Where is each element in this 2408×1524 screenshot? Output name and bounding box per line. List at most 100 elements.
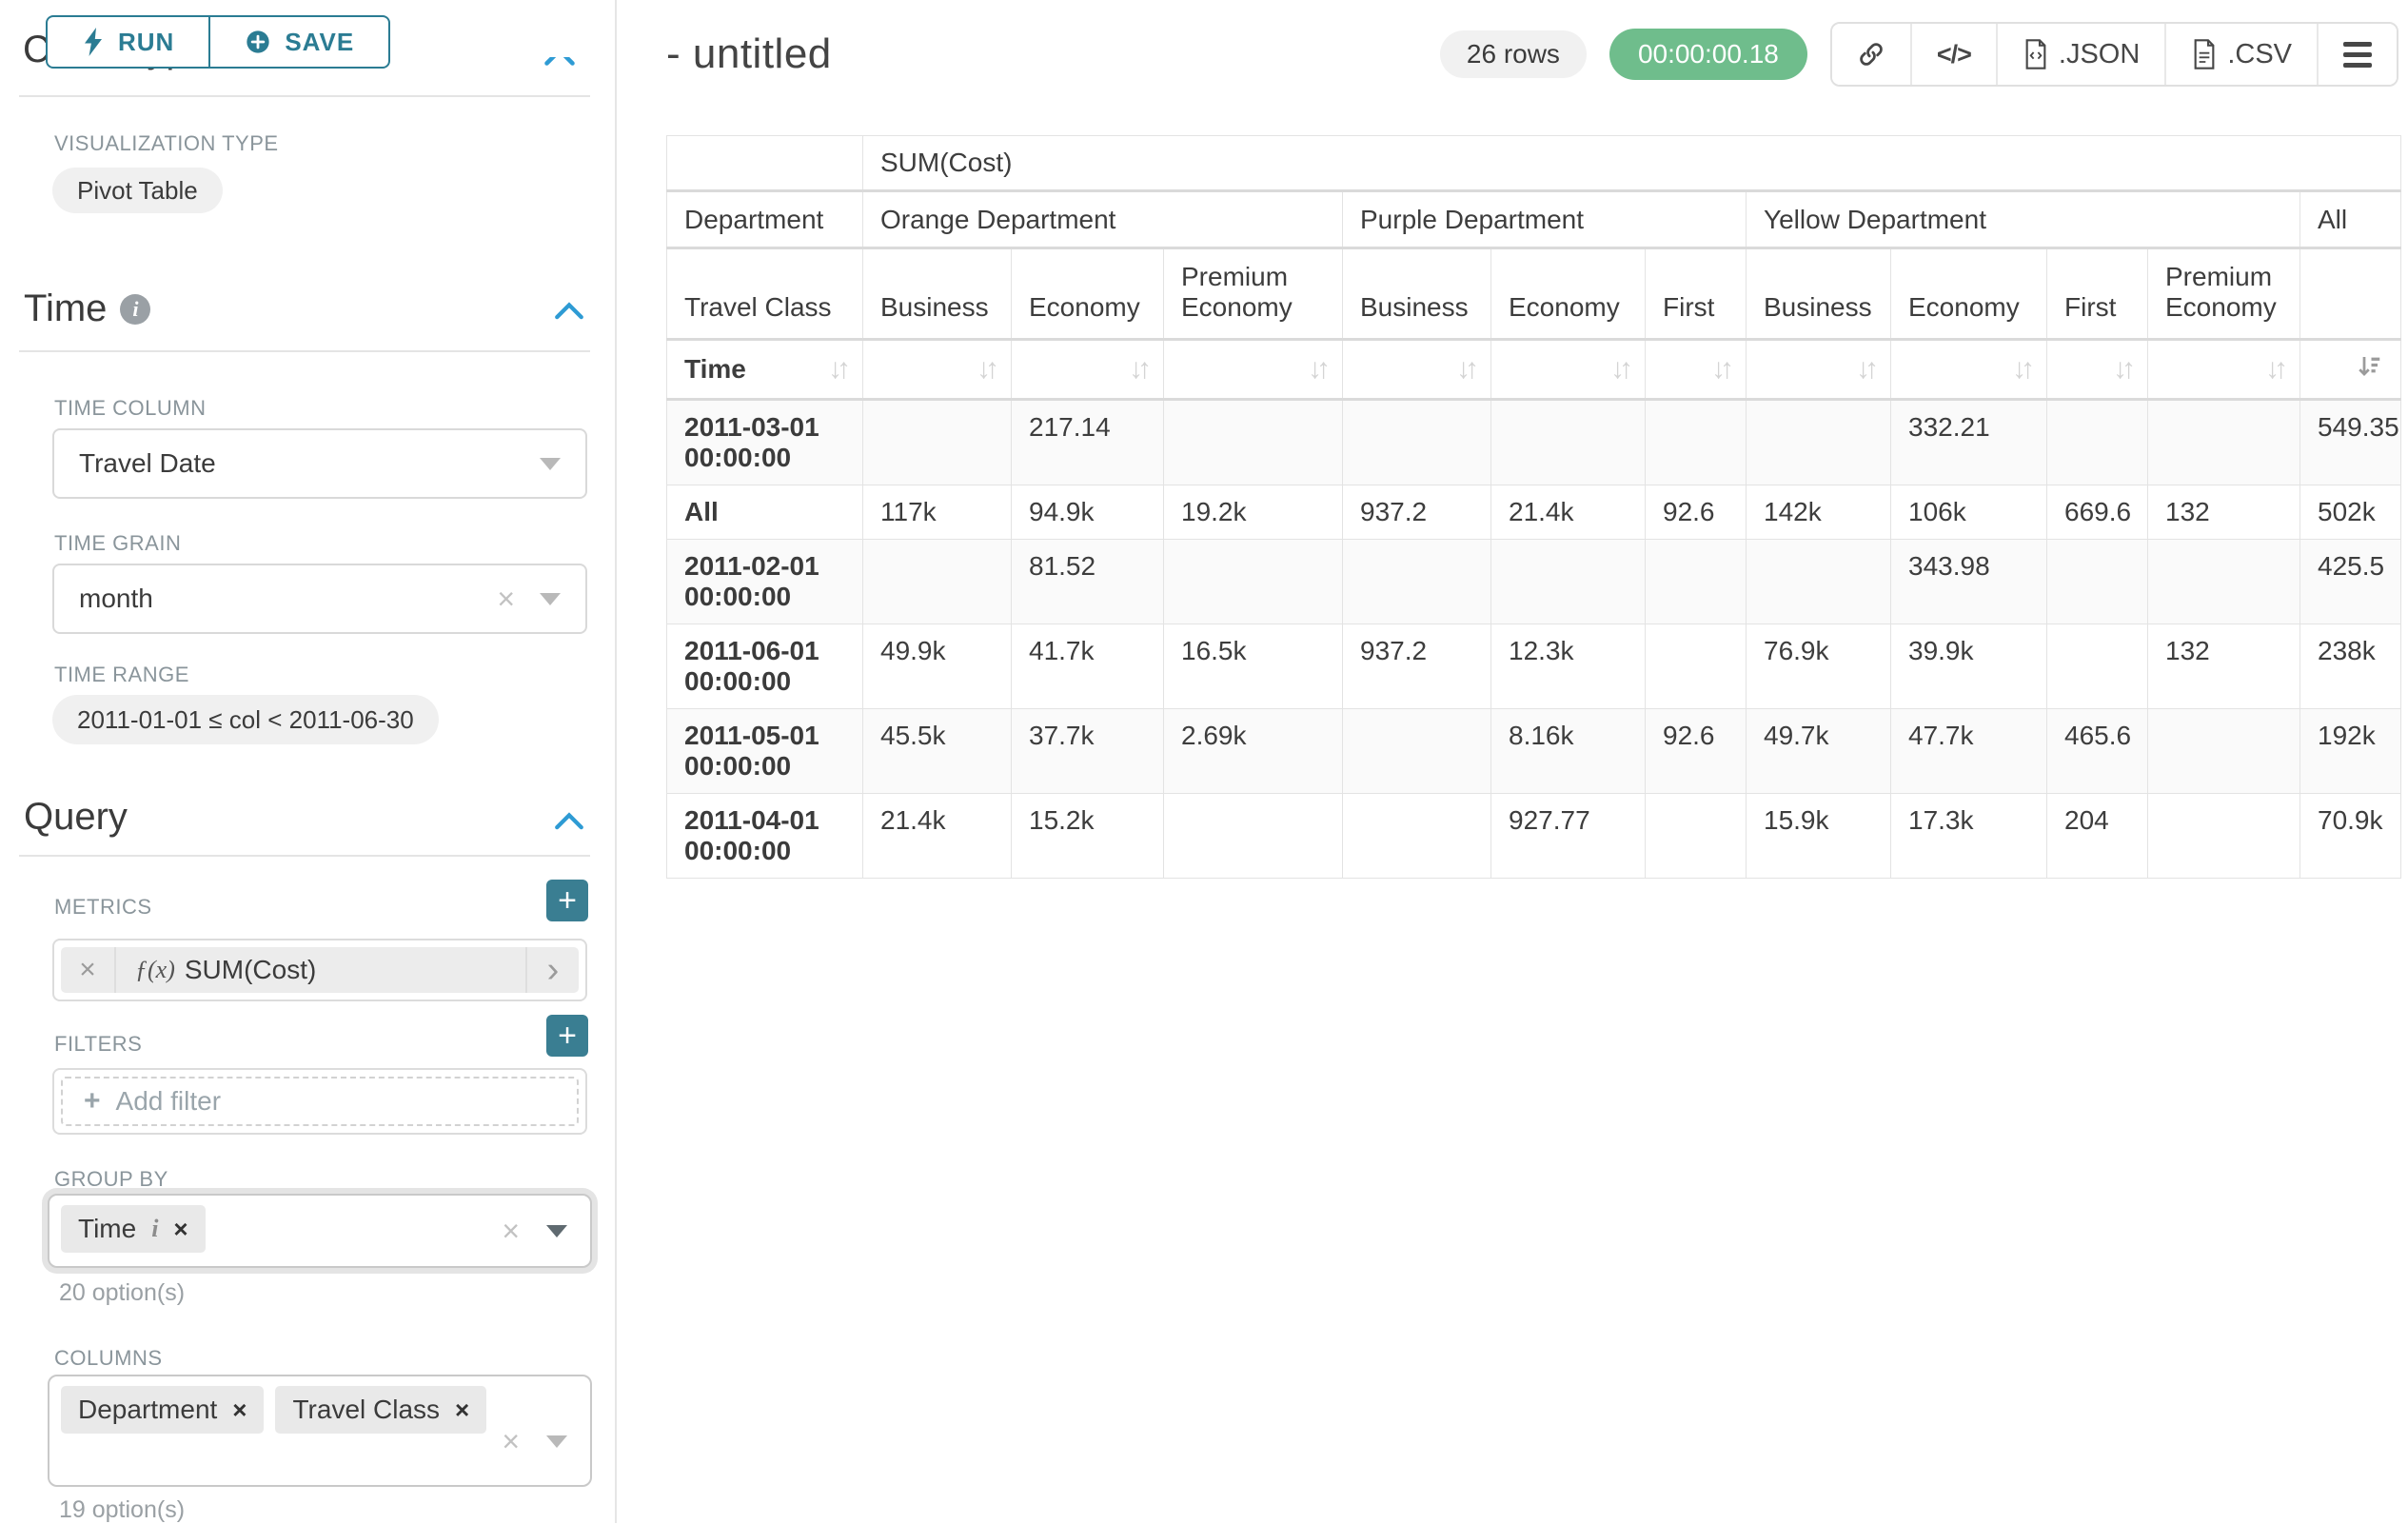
table-cell: 927.77 bbox=[1490, 793, 1646, 879]
add-metric-button[interactable]: + bbox=[546, 880, 588, 921]
table-cell: 937.2 bbox=[1342, 485, 1491, 540]
sort-icon[interactable]: ↓↑ bbox=[1856, 353, 1879, 385]
table-cell: 2.69k bbox=[1163, 708, 1343, 794]
row-label: 2011-02-01 00:00:00 bbox=[666, 539, 863, 624]
view-query-button[interactable]: </> bbox=[1909, 24, 1996, 85]
export-csv-button[interactable]: .CSV bbox=[2164, 24, 2317, 85]
add-filter-button[interactable]: + Add filter bbox=[61, 1077, 579, 1126]
table-cell: 465.6 bbox=[2046, 708, 2148, 794]
columns-label: COLUMNS bbox=[54, 1346, 163, 1370]
export-json-button[interactable]: .JSON bbox=[1995, 24, 2165, 85]
column-sort-header[interactable]: ↓↑ bbox=[1645, 339, 1747, 401]
travel-class-header: Business bbox=[862, 247, 1012, 341]
sort-icon[interactable]: ↓↑ bbox=[1711, 353, 1734, 385]
save-button[interactable]: SAVE bbox=[208, 15, 391, 69]
table-cell bbox=[1342, 708, 1491, 794]
column-sort-header[interactable] bbox=[2299, 339, 2402, 401]
sort-icon[interactable]: ↓↑ bbox=[1456, 353, 1479, 385]
chart-type-collapse-icon[interactable] bbox=[543, 57, 581, 71]
sort-icon[interactable]: ↓↑ bbox=[828, 353, 851, 385]
table-cell: 8.16k bbox=[1490, 708, 1646, 794]
table-cell: 37.7k bbox=[1011, 708, 1164, 794]
department-corner: Department bbox=[666, 190, 863, 249]
menu-button[interactable] bbox=[2317, 24, 2397, 85]
table-cell: 49.9k bbox=[862, 623, 1012, 709]
clear-icon[interactable]: × bbox=[502, 1424, 520, 1458]
travel-class-header: Business bbox=[1342, 247, 1491, 341]
table-cell bbox=[2147, 399, 2300, 485]
remove-tag-icon[interactable]: × bbox=[232, 1395, 247, 1424]
table-cell: 45.5k bbox=[862, 708, 1012, 794]
column-sort-header[interactable]: ↓↑ bbox=[1890, 339, 2047, 401]
share-link-button[interactable] bbox=[1831, 24, 1910, 85]
row-label: 2011-05-01 00:00:00 bbox=[666, 708, 863, 794]
chevron-down-icon bbox=[540, 457, 561, 470]
sort-icon[interactable]: ↓↑ bbox=[2113, 353, 2136, 385]
column-sort-header[interactable]: ↓↑ bbox=[1011, 339, 1164, 401]
query-collapse-icon[interactable] bbox=[550, 802, 588, 840]
clear-icon[interactable]: × bbox=[502, 1213, 520, 1248]
table-cell: 92.6 bbox=[1645, 485, 1747, 540]
table-cell: 81.52 bbox=[1011, 539, 1164, 624]
table-cell bbox=[1163, 793, 1343, 879]
add-filter-plus-button[interactable]: + bbox=[546, 1015, 588, 1057]
time-column-value: Travel Date bbox=[79, 448, 216, 478]
column-sort-header[interactable]: ↓↑ bbox=[1746, 339, 1891, 401]
column-sort-header[interactable]: ↓↑ bbox=[2046, 339, 2148, 401]
pivot-table: SUM(Cost) Department Orange Department Purp… bbox=[666, 135, 2402, 879]
department-group-header: Purple Department bbox=[1342, 190, 1747, 249]
sort-icon[interactable]: ↓↑ bbox=[2265, 353, 2288, 385]
expand-metric-icon[interactable]: › bbox=[525, 947, 579, 993]
sort-desc-icon[interactable] bbox=[2355, 352, 2383, 386]
time-collapse-icon[interactable] bbox=[550, 291, 588, 329]
run-button[interactable]: RUN bbox=[46, 15, 211, 69]
table-cell bbox=[1342, 793, 1491, 879]
sort-icon[interactable]: ↓↑ bbox=[1610, 353, 1633, 385]
remove-metric-icon[interactable]: × bbox=[61, 947, 116, 993]
visualization-type-pill[interactable]: Pivot Table bbox=[52, 168, 223, 213]
table-cell: 204 bbox=[2046, 793, 2148, 879]
table-cell: 425.5 bbox=[2299, 539, 2402, 624]
column-sort-header[interactable]: ↓↑ bbox=[2147, 339, 2300, 401]
table-cell: 21.4k bbox=[1490, 485, 1646, 540]
column-sort-header[interactable]: ↓↑ bbox=[1490, 339, 1646, 401]
sort-icon[interactable]: ↓↑ bbox=[977, 353, 999, 385]
pivot-head: SUM(Cost) Department Orange Department Purp… bbox=[666, 135, 2402, 401]
table-cell: 47.7k bbox=[1890, 708, 2047, 794]
csv-file-icon bbox=[2194, 39, 2215, 69]
row-label: 2011-03-01 00:00:00 bbox=[666, 399, 863, 485]
clear-icon[interactable]: × bbox=[497, 581, 515, 616]
chevron-down-icon bbox=[546, 1435, 567, 1448]
sort-icon[interactable]: ↓↑ bbox=[2012, 353, 2035, 385]
columns-select[interactable]: Department × Travel Class × × bbox=[48, 1375, 592, 1487]
time-range-pill[interactable]: 2011-01-01 ≤ col < 2011-06-30 bbox=[52, 695, 439, 744]
info-icon[interactable]: i bbox=[120, 293, 151, 325]
column-sort-header[interactable]: ↓↑ bbox=[862, 339, 1012, 401]
table-cell bbox=[2147, 708, 2300, 794]
time-grain-select[interactable]: month × bbox=[52, 564, 587, 634]
sort-icon[interactable]: ↓↑ bbox=[1129, 353, 1152, 385]
remove-tag-icon[interactable]: × bbox=[455, 1395, 470, 1424]
time-column-select[interactable]: Travel Date bbox=[52, 428, 587, 499]
column-sort-header[interactable]: ↓↑ bbox=[1342, 339, 1491, 401]
time-grain-value: month bbox=[79, 584, 153, 613]
time-sort-header[interactable]: Time ↓↑ bbox=[666, 339, 863, 401]
group-by-select[interactable]: Time i × × bbox=[48, 1194, 592, 1268]
table-cell bbox=[1490, 539, 1646, 624]
table-cell: 106k bbox=[1890, 485, 2047, 540]
travel-class-header: Premium Economy bbox=[1163, 247, 1343, 341]
department-group-header: Orange Department bbox=[862, 190, 1343, 249]
column-sort-header[interactable]: ↓↑ bbox=[1163, 339, 1343, 401]
table-cell: 92.6 bbox=[1645, 708, 1747, 794]
table-row: All 117k 94.9k 19.2k 937.2 21.4k 92.6 142k 106k 6… bbox=[666, 485, 2402, 540]
chart-title[interactable]: - untitled bbox=[666, 30, 832, 77]
table-cell bbox=[1645, 539, 1747, 624]
sort-icon[interactable]: ↓↑ bbox=[1308, 353, 1331, 385]
metric-pill[interactable]: × ƒ(x) SUM(Cost) › bbox=[61, 947, 579, 993]
columns-tag: Travel Class × bbox=[275, 1386, 487, 1434]
remove-tag-icon[interactable]: × bbox=[173, 1214, 188, 1243]
table-cell: 70.9k bbox=[2299, 793, 2402, 879]
table-cell: 15.2k bbox=[1011, 793, 1164, 879]
group-by-label: GROUP BY bbox=[54, 1167, 168, 1191]
info-icon[interactable]: i bbox=[151, 1215, 159, 1242]
